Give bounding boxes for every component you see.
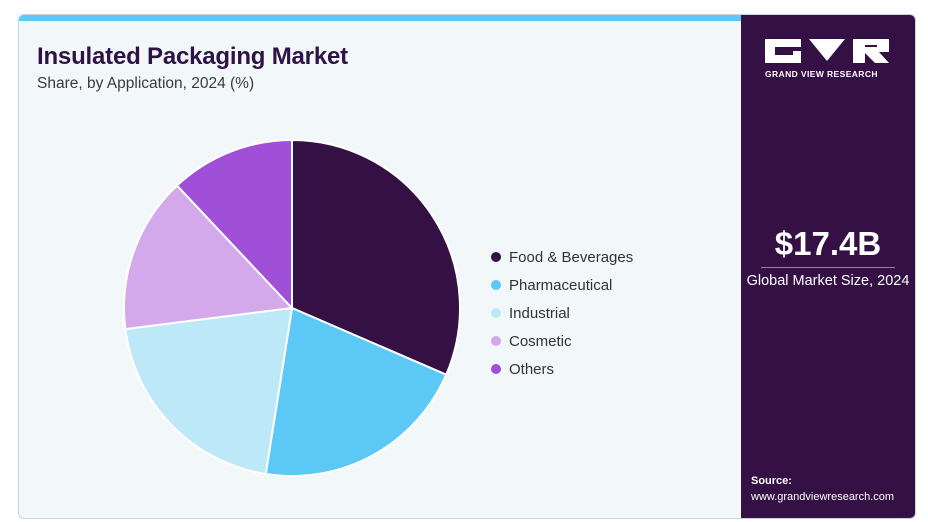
brand-logo: GRAND VIEW RESEARCH bbox=[765, 39, 893, 79]
legend-item: Pharmaceutical bbox=[491, 271, 633, 299]
legend-label: Industrial bbox=[509, 304, 570, 322]
pie-chart bbox=[123, 138, 461, 477]
gvr-logo-icon bbox=[765, 39, 889, 63]
legend-item: Cosmetic bbox=[491, 327, 633, 355]
legend-item: Industrial bbox=[491, 299, 633, 327]
chart-title: Insulated Packaging Market bbox=[37, 43, 348, 70]
legend-dot-icon bbox=[491, 336, 501, 346]
accent-bar bbox=[19, 15, 741, 21]
pie-slice-industrial bbox=[124, 306, 294, 476]
market-size-value: $17.4B bbox=[774, 225, 882, 262]
infographic-card: Insulated Packaging Market Share, by App… bbox=[18, 14, 916, 519]
source-label: Source: bbox=[751, 475, 792, 487]
source-url[interactable]: www.grandviewresearch.com bbox=[751, 491, 895, 503]
brand-name: GRAND VIEW RESEARCH bbox=[765, 69, 878, 79]
legend-item: Food & Beverages bbox=[491, 243, 633, 271]
pie-slice-cosmetic bbox=[123, 184, 295, 331]
legend-label: Food & Beverages bbox=[509, 248, 634, 266]
legend-dot-icon bbox=[491, 280, 501, 290]
chart-legend: Food & Beverages Pharmaceutical Industrial… bbox=[491, 243, 633, 383]
legend-dot-icon bbox=[491, 364, 501, 374]
market-size-label: Global Market Size, 2024 bbox=[746, 273, 910, 289]
legend-item: Others bbox=[491, 355, 633, 383]
pie-slice-others bbox=[175, 138, 293, 311]
legend-label: Pharmaceutical bbox=[509, 276, 613, 294]
market-divider bbox=[761, 267, 895, 268]
pie-slice-pharmaceutical bbox=[264, 306, 448, 477]
legend-label: Cosmetic bbox=[509, 332, 572, 350]
legend-dot-icon bbox=[491, 308, 501, 318]
legend-label: Others bbox=[509, 360, 555, 378]
chart-subtitle: Share, by Application, 2024 (%) bbox=[37, 75, 255, 92]
pie-slice-food-beverages bbox=[291, 138, 461, 377]
chart-panel: Insulated Packaging Market Share, by App… bbox=[19, 21, 741, 518]
info-panel: GRAND VIEW RESEARCH $17.4B Global Market… bbox=[741, 15, 915, 518]
legend-dot-icon bbox=[491, 252, 501, 262]
